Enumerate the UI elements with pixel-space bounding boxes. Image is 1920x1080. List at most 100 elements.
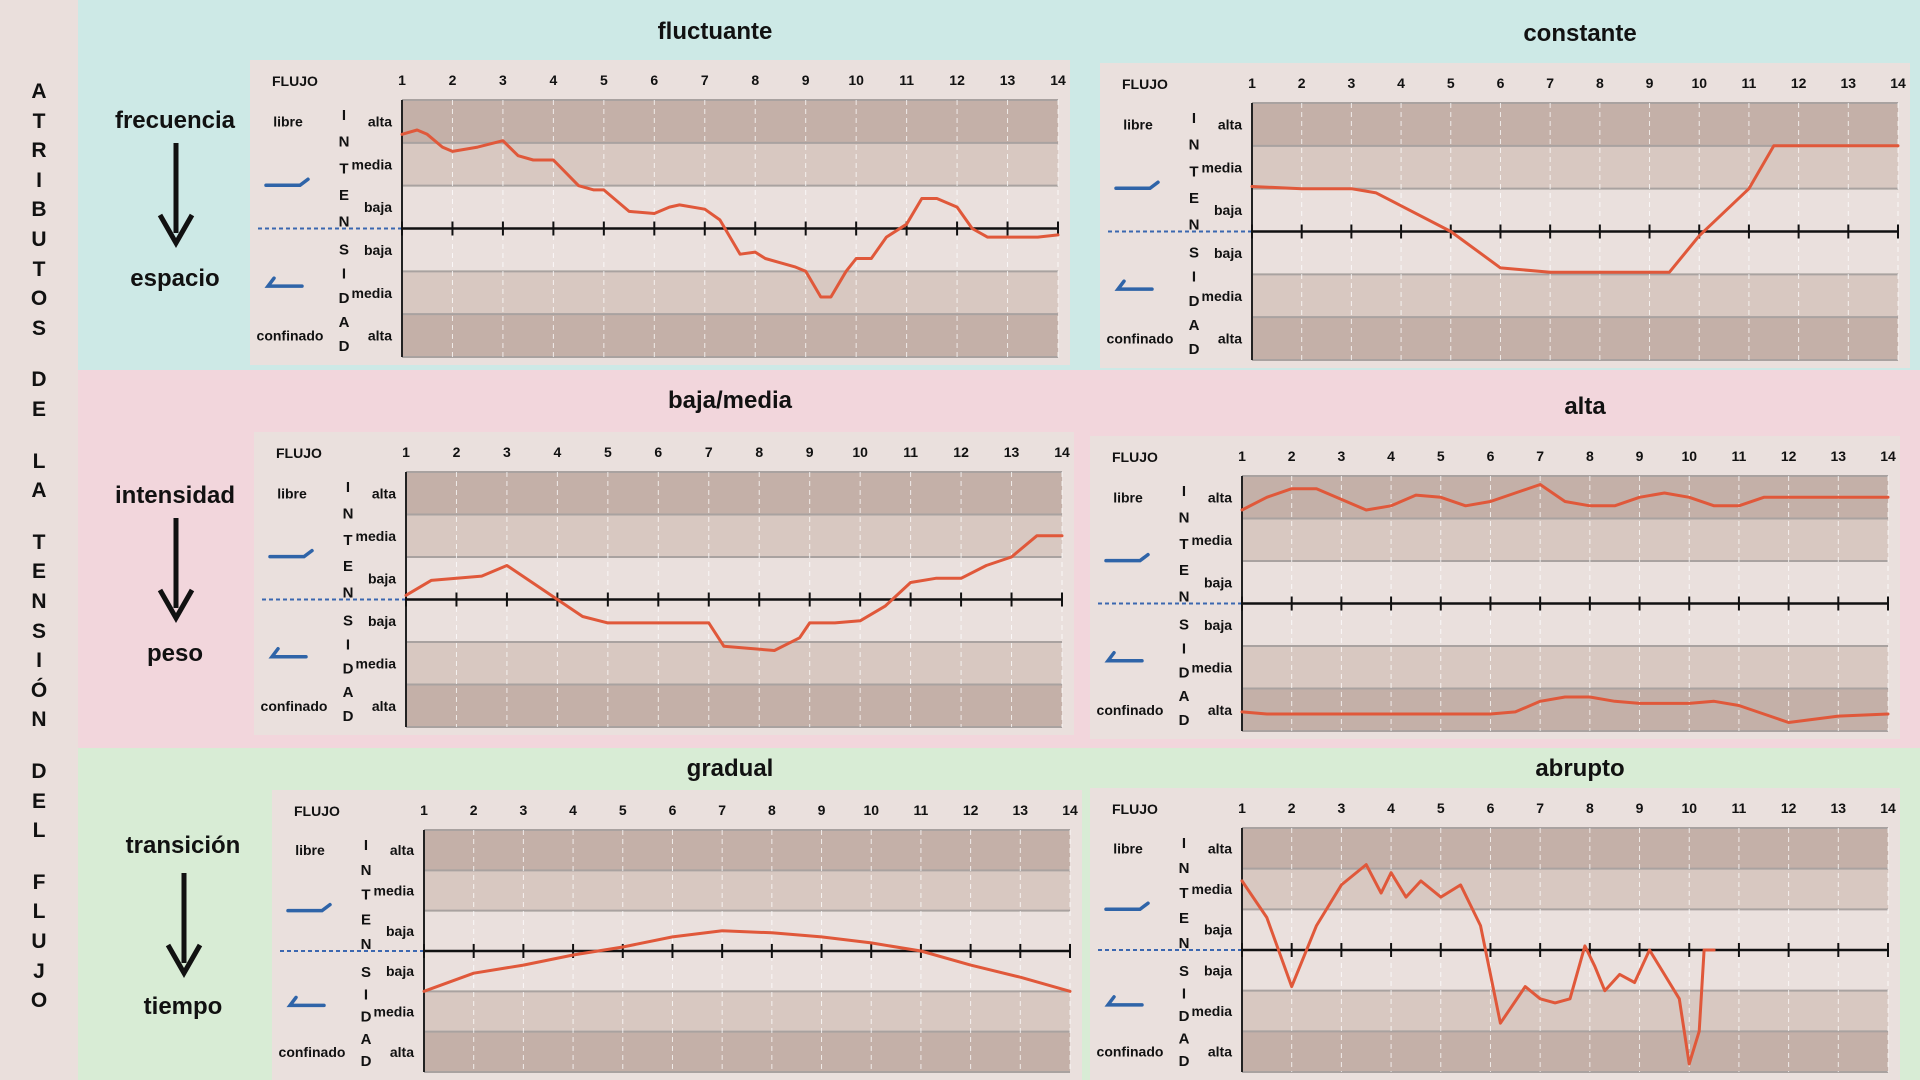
- chart-title-gradual: gradual: [686, 755, 774, 782]
- vertical-intensidad-letter: N: [361, 862, 372, 879]
- vertical-letter: L: [32, 819, 46, 843]
- vertical-letter: T: [32, 257, 46, 281]
- x-tick-label: 4: [553, 444, 561, 460]
- vertical-intensidad-letter: A: [343, 684, 354, 701]
- x-tick-label: 8: [1586, 800, 1594, 816]
- vertical-letter: U: [31, 930, 47, 953]
- label-libre: libre: [1113, 489, 1143, 505]
- x-tick-label: 14: [1050, 72, 1066, 88]
- vertical-intensidad-letter: T: [361, 887, 370, 904]
- intensity-band: [402, 142, 1058, 186]
- vertical-intensidad-letter: S: [1179, 963, 1189, 980]
- intensity-band: [1252, 188, 1898, 232]
- vertical-intensidad-letter: S: [1179, 617, 1189, 634]
- x-tick-label: 10: [1681, 800, 1697, 816]
- x-tick-label: 3: [499, 72, 507, 88]
- vertical-intensidad-letter: I: [1182, 835, 1186, 852]
- chart-title-fluctuante: fluctuante: [657, 18, 773, 45]
- attribute-top-label: transición: [125, 832, 241, 859]
- vertical-letter: R: [31, 139, 47, 163]
- vertical-letter: D: [31, 760, 47, 783]
- x-tick-label: 2: [453, 444, 461, 460]
- x-tick-label: 5: [600, 72, 608, 88]
- vertical-letter: D: [31, 368, 47, 392]
- x-tick-label: 5: [1437, 448, 1445, 464]
- level-label: baja: [1204, 574, 1232, 590]
- vertical-intensidad-letter: T: [339, 160, 348, 177]
- x-tick-label: 3: [1347, 75, 1355, 91]
- bound-flow-icon: [1114, 279, 1154, 291]
- x-tick-label: 11: [899, 72, 914, 88]
- x-tick-label: 10: [852, 444, 868, 460]
- vertical-letter: S: [31, 619, 46, 643]
- x-tick-label: 6: [654, 444, 662, 460]
- x-tick-label: 8: [768, 802, 776, 818]
- x-tick-label: 1: [402, 444, 410, 460]
- vertical-intensidad-letter: D: [343, 708, 354, 725]
- x-tick-label: 9: [802, 72, 810, 88]
- level-label: media: [1192, 881, 1233, 897]
- x-tick-label: 14: [1054, 444, 1070, 460]
- bound-flow-icon: [1104, 995, 1144, 1007]
- level-label: media: [356, 655, 397, 671]
- intensity-band: [424, 991, 1070, 1032]
- level-label: alta: [1218, 331, 1242, 347]
- down-arrow-icon: [157, 518, 195, 624]
- level-label: media: [374, 1004, 415, 1020]
- intensity-band: [406, 472, 1062, 515]
- vertical-intensidad-letter: S: [1189, 245, 1199, 262]
- x-tick-label: 5: [1447, 75, 1455, 91]
- intensity-band: [406, 599, 1062, 642]
- vertical-intensidad-letter: E: [361, 911, 371, 928]
- vertical-intensidad-letter: N: [339, 134, 350, 151]
- vertical-letter: N: [31, 708, 47, 732]
- intensity-band: [1242, 990, 1888, 1032]
- axis-label-flujo: FLUJO: [276, 445, 322, 461]
- vertical-intensidad-letter: D: [339, 290, 350, 307]
- vertical-letter: B: [31, 198, 47, 222]
- intensity-band: [1242, 646, 1888, 689]
- intensity-band: [1242, 868, 1888, 910]
- chart-title-constante: constante: [1523, 20, 1637, 47]
- vertical-intensidad-letter: A: [1179, 688, 1190, 705]
- level-label: alta: [1218, 116, 1242, 132]
- data-series-line: [404, 534, 1064, 652]
- x-tick-label: 13: [1013, 802, 1029, 818]
- vertical-intensidad-letter: I: [1182, 986, 1186, 1003]
- x-tick-label: 7: [1546, 75, 1554, 91]
- attribute-bottom-label: tiempo: [143, 993, 223, 1020]
- attribute-frecuencia-espacio: frecuencia espacio: [90, 95, 260, 295]
- x-tick-label: 10: [863, 802, 879, 818]
- vertical-intensidad-letter: I: [364, 837, 368, 854]
- chart-title-abrupto: abrupto: [1535, 755, 1625, 782]
- level-label: alta: [368, 328, 392, 344]
- label-confinado: confinado: [279, 1044, 346, 1060]
- vertical-intensidad-letter: A: [1189, 317, 1200, 334]
- x-tick-label: 8: [751, 72, 759, 88]
- data-series-line: [1250, 144, 1900, 274]
- chart-alta: 1 2 3 4 5 6 7 8 9 10 11 12 13 14FLUJOaltamediabajabaj…: [1090, 436, 1900, 739]
- vertical-intensidad-letter: E: [1189, 190, 1199, 207]
- vertical-intensidad-letter: T: [1179, 536, 1188, 553]
- vertical-intensidad-letter: I: [342, 266, 346, 283]
- intensity-band: [1252, 231, 1898, 275]
- vertical-letter: I: [36, 649, 42, 673]
- vertical-letter: T: [32, 109, 46, 133]
- x-tick-label: 6: [650, 72, 658, 88]
- x-tick-label: 9: [1636, 800, 1644, 816]
- x-tick-label: 1: [1238, 448, 1246, 464]
- intensity-band: [1252, 274, 1898, 318]
- label-confinado: confinado: [1107, 331, 1174, 347]
- axis-label-flujo: FLUJO: [1112, 801, 1158, 817]
- intensity-band: [406, 684, 1062, 727]
- x-tick-label: 2: [1288, 448, 1296, 464]
- vertical-letter: U: [31, 228, 47, 251]
- x-tick-label: 1: [398, 72, 406, 88]
- free-flow-icon: [1104, 901, 1150, 911]
- label-confinado: confinado: [1097, 1044, 1164, 1060]
- vertical-intensidad-letter: D: [1179, 1008, 1190, 1025]
- x-tick-label: 3: [1337, 448, 1345, 464]
- vertical-intensidad-letter: D: [1189, 293, 1200, 310]
- level-label: baja: [368, 613, 396, 629]
- x-tick-label: 9: [818, 802, 826, 818]
